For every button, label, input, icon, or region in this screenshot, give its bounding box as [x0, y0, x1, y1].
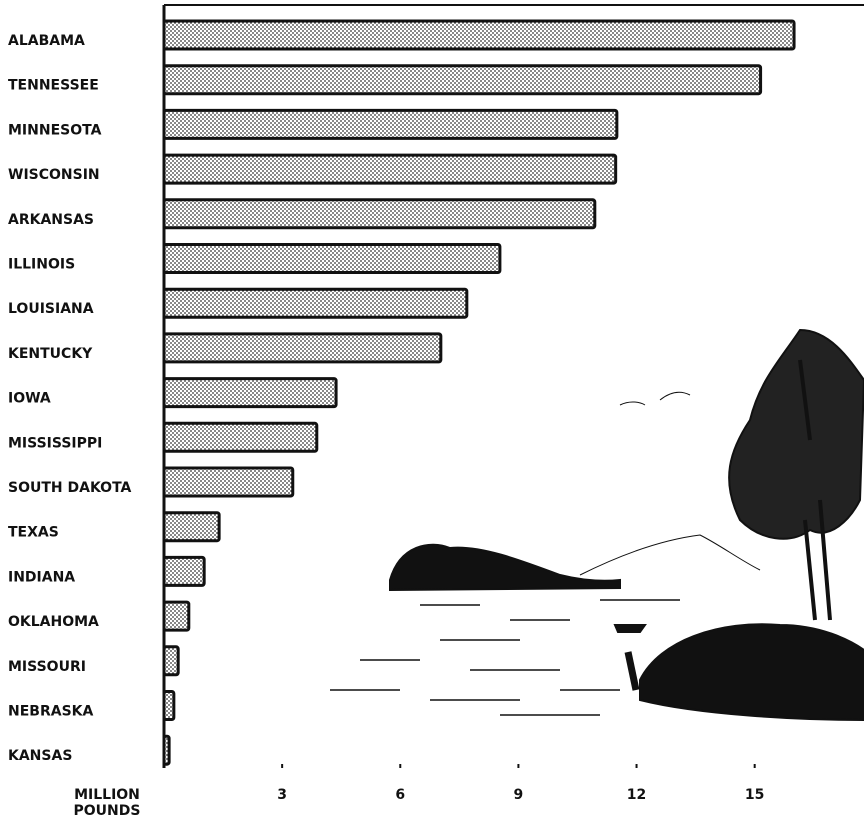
x-tick-label: 6: [395, 787, 405, 803]
x-tick-label: 12: [627, 787, 646, 803]
y-tick-label: KENTUCKY: [8, 346, 93, 362]
y-tick-label: MISSISSIPPI: [8, 435, 102, 451]
bar: [162, 645, 180, 677]
y-tick-label: KANSAS: [8, 748, 72, 764]
y-tick-label: MISSOURI: [8, 659, 86, 675]
bar: [162, 600, 191, 632]
y-tick-label: NEBRASKA: [8, 704, 93, 720]
x-tick-label: 3: [277, 787, 287, 803]
x-axis-label: MILLION POUNDS: [74, 787, 141, 819]
y-tick-label: OKLAHOMA: [8, 614, 99, 630]
bar: [162, 64, 763, 96]
x-axis-label-line: MILLION: [74, 787, 140, 803]
y-tick-label: INDIANA: [8, 569, 75, 585]
y-tick-label: LOUISIANA: [8, 301, 94, 317]
bar: [162, 466, 295, 498]
x-tick-label: 15: [745, 787, 764, 803]
bar: [162, 198, 597, 230]
y-tick-label: WISCONSIN: [8, 167, 100, 183]
x-axis-label-line: POUNDS: [74, 803, 141, 819]
y-tick-label: ILLINOIS: [8, 257, 75, 273]
bar: [162, 332, 443, 364]
y-tick-label: IOWA: [8, 391, 51, 407]
y-tick-label: SOUTH DAKOTA: [8, 480, 132, 496]
bar: [162, 287, 469, 319]
y-tick-label: TENNESSEE: [8, 78, 99, 94]
bar: [162, 511, 221, 543]
bar: [162, 377, 338, 409]
bar: [162, 243, 502, 274]
y-tick-label: TEXAS: [8, 525, 59, 541]
y-tick-label: ARKANSAS: [8, 212, 94, 228]
y-tick-label: MINNESOTA: [8, 122, 102, 138]
bar: [162, 19, 796, 51]
bar: [162, 153, 618, 185]
bar: [162, 108, 619, 140]
bar: [162, 555, 206, 587]
x-tick-label: 9: [514, 787, 524, 803]
bar: [162, 690, 176, 721]
bar: [162, 421, 319, 453]
y-tick-label: ALABAMA: [8, 33, 85, 49]
illustration: [330, 328, 864, 722]
bar: [162, 734, 171, 766]
